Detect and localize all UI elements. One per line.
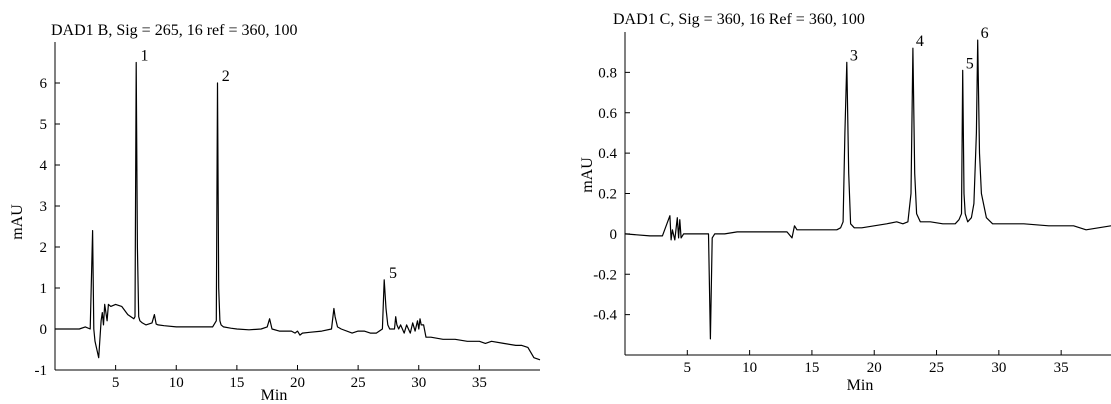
y-tick-label: 0 [40, 322, 48, 338]
peak-label: 4 [916, 33, 924, 50]
x-tick-label: 35 [472, 375, 487, 391]
chromatogram-trace [625, 40, 1111, 339]
y-tick-label: 5 [40, 117, 48, 133]
peak-label: 1 [140, 48, 148, 65]
x-tick-label: 5 [112, 375, 120, 391]
y-tick-label: 4 [40, 158, 48, 174]
left-chromatogram: DAD1 B, Sig = 265, 16 ref = 360, 100 mAU… [9, 22, 540, 404]
x-tick-label: 20 [867, 360, 882, 376]
x-tick-label: 25 [351, 375, 366, 391]
x-tick-label: 15 [229, 375, 244, 391]
chromatogram-trace [55, 63, 540, 360]
right-chromatogram: DAD1 C, Sig = 360, 16 Ref = 360, 100 mAU… [579, 11, 1111, 394]
x-tick-label: 30 [411, 375, 426, 391]
chart-title: DAD1 C, Sig = 360, 16 Ref = 360, 100 [613, 11, 865, 28]
x-tick-label: 15 [804, 360, 819, 376]
peak-label: 3 [850, 47, 858, 64]
y-tick-label: 6 [40, 76, 48, 92]
y-tick-label: 0.8 [598, 65, 617, 81]
y-tick-label: -0.2 [593, 267, 617, 283]
y-tick-label: 0.4 [598, 146, 617, 162]
x-tick-label: 10 [742, 360, 757, 376]
y-axis-title: mAU [9, 204, 26, 240]
peak-label: 2 [222, 68, 230, 85]
y-tick-label: -1 [35, 363, 48, 379]
y-tick-label: 0 [610, 227, 618, 243]
y-tick-label: 0.6 [598, 106, 617, 122]
y-tick-label: 0.2 [598, 187, 617, 203]
peak-label: 6 [981, 25, 989, 42]
y-tick-label: 3 [40, 199, 48, 215]
y-tick-label: 1 [40, 281, 48, 297]
x-tick-label: 5 [684, 360, 692, 376]
peak-label: 5 [966, 55, 974, 72]
y-axis-title: mAU [579, 157, 596, 193]
x-tick-label: 35 [1054, 360, 1069, 376]
x-tick-label: 30 [991, 360, 1006, 376]
x-axis-title: Min [261, 387, 288, 404]
x-tick-label: 20 [290, 375, 305, 391]
x-tick-label: 25 [929, 360, 944, 376]
peak-label: 5 [389, 265, 397, 282]
y-tick-label: -0.4 [593, 308, 617, 324]
x-axis-title: Min [847, 377, 874, 394]
chart-title: DAD1 B, Sig = 265, 16 ref = 360, 100 [51, 22, 297, 39]
y-tick-label: 2 [40, 240, 48, 256]
x-tick-label: 10 [169, 375, 184, 391]
